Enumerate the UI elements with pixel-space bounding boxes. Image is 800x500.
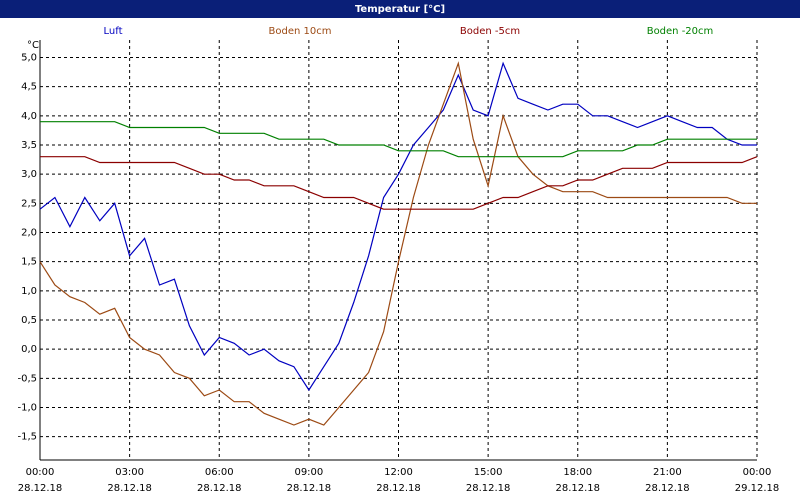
x-tick-label: 09:00 28.12.18 <box>286 467 332 494</box>
y-tick-label: 1,5 <box>21 257 37 268</box>
y-tick-label: 1,0 <box>21 286 37 297</box>
y-tick-label: -1,0 <box>17 403 37 414</box>
title-bar <box>0 0 800 18</box>
y-tick-label: 3,5 <box>21 140 37 151</box>
y-tick-label: 0,0 <box>21 344 37 355</box>
y-tick-label: 2,0 <box>21 228 37 239</box>
series-line <box>40 121 757 158</box>
y-tick-label: 0,5 <box>21 315 37 326</box>
y-tick-label: -1,5 <box>17 432 37 443</box>
legend-label: Boden -5cm <box>460 26 520 37</box>
series-line <box>39 61 757 426</box>
y-axis-label: °C <box>27 40 39 51</box>
x-tick-label: 21:00 28.12.18 <box>645 467 690 494</box>
y-tick-label: 5,0 <box>21 53 37 64</box>
chart-title: Temperatur [°C] <box>355 4 445 15</box>
series-line <box>40 156 758 210</box>
y-tick-label: 2,5 <box>21 198 37 209</box>
legend-label: Boden 10cm <box>269 26 332 37</box>
x-tick-label: 15:00 28.12.18 <box>465 467 511 494</box>
x-tick-label: 00:00 28.12.18 <box>17 467 63 494</box>
legend-label: Boden -20cm <box>647 26 714 37</box>
y-tick-label: 3,0 <box>21 169 37 180</box>
y-tick-label: 4,5 <box>21 82 37 93</box>
x-tick-label: 18:00 28.12.18 <box>555 467 601 494</box>
x-tick-label: 03:00 28.12.18 <box>107 467 152 494</box>
y-tick-label: 4,0 <box>21 111 37 122</box>
series-line <box>39 61 757 392</box>
x-tick-label: 12:00 28.12.18 <box>376 467 421 494</box>
legend-label: Luft <box>104 26 123 37</box>
y-tick-label: -0,5 <box>17 373 37 384</box>
x-tick-label: 06:00 28.12.18 <box>196 467 242 494</box>
x-tick-label: 00:00 29.12.18 <box>734 467 780 494</box>
